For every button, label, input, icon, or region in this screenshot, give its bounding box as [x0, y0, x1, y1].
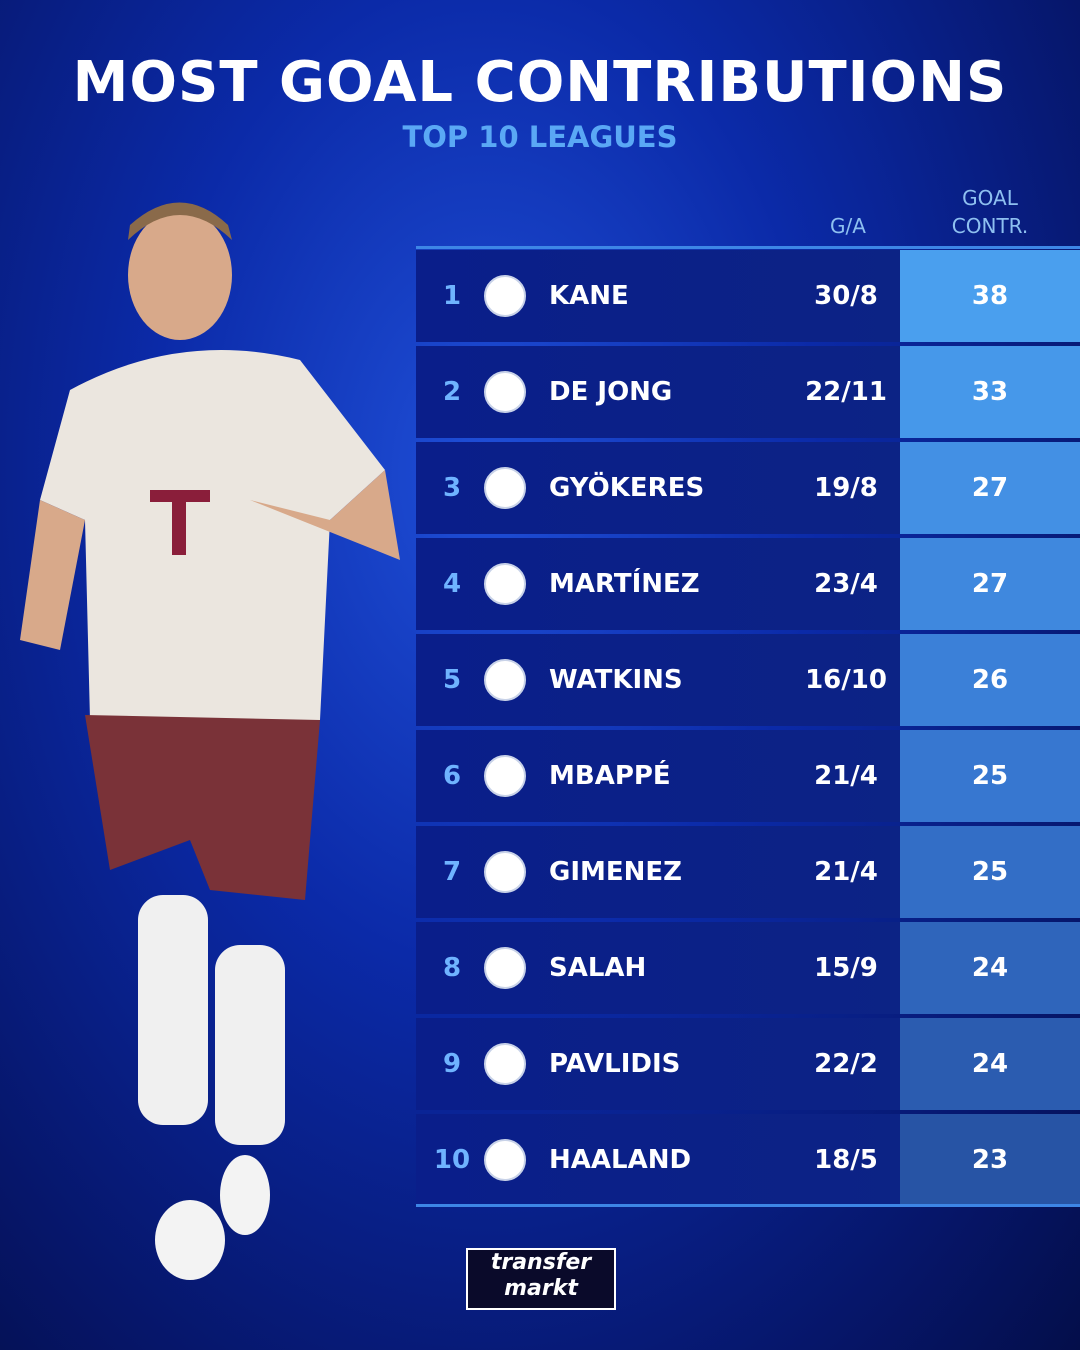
highlight-cell: [900, 922, 1080, 1014]
goals-assists: 16/10: [805, 665, 887, 695]
highlight-cell: [900, 250, 1080, 342]
goal-contributions: 25: [971, 761, 1009, 791]
club-badge: [484, 275, 526, 317]
goals-assists: 30/8: [814, 281, 878, 311]
rank: 1: [442, 281, 462, 311]
logo-text: markt: [504, 1276, 578, 1301]
player-name: GIMENEZ: [549, 857, 683, 887]
goals-assists: 23/4: [814, 569, 878, 599]
goal-contributions: 24: [971, 953, 1009, 983]
player-name: MARTÍNEZ: [549, 569, 700, 599]
rank: 4: [442, 569, 462, 599]
table-row: 10 HAALAND 18/5 23: [416, 1114, 1080, 1206]
logo-text: transfer: [490, 1250, 592, 1275]
player-name: WATKINS: [549, 665, 683, 695]
highlight-cell: [900, 634, 1080, 726]
goals-assists: 18/5: [814, 1145, 878, 1175]
subtitle: TOP 10 LEAGUES: [402, 120, 678, 154]
table-row: 3 GYÖKERES 19/8 27: [416, 442, 1080, 534]
goal-contributions: 25: [971, 857, 1009, 887]
table-row: 7 GIMENEZ 21/4 25: [416, 826, 1080, 918]
rank: 6: [442, 761, 462, 791]
goals-assists: 21/4: [814, 761, 878, 791]
highlight-cell: [900, 442, 1080, 534]
goals-assists: 22/2: [814, 1049, 878, 1079]
table-row: 5 WATKINS 16/10 26: [416, 634, 1080, 726]
goal-contributions: 24: [971, 1049, 1009, 1079]
rank: 10: [433, 1145, 471, 1175]
highlight-cell: [900, 538, 1080, 630]
rank: 8: [442, 953, 462, 983]
highlight-cell: [900, 1114, 1080, 1206]
table-row: 6 MBAPPÉ 21/4 25: [416, 730, 1080, 822]
player-name: GYÖKERES: [549, 473, 705, 503]
player-name: PAVLIDIS: [549, 1049, 681, 1079]
rank: 9: [442, 1049, 462, 1079]
table-row: 2 DE JONG 22/11 33: [416, 346, 1080, 438]
goal-contributions: 27: [971, 569, 1009, 599]
goals-assists: 19/8: [814, 473, 878, 503]
goal-contributions: 27: [971, 473, 1009, 503]
goals-assists: 15/9: [814, 953, 878, 983]
table-row: 9 PAVLIDIS 22/2 24: [416, 1018, 1080, 1110]
table-row: 4 MARTÍNEZ 23/4 27: [416, 538, 1080, 630]
goal-contributions: 33: [971, 377, 1009, 407]
player-name: HAALAND: [549, 1145, 692, 1175]
rank: 3: [442, 473, 462, 503]
highlight-cell: [900, 346, 1080, 438]
club-badge: [484, 371, 526, 413]
player-name: DE JONG: [549, 377, 673, 407]
table-row: 1 KANE 30/8 38: [416, 250, 1080, 342]
highlight-cell: [900, 1018, 1080, 1110]
player-image: [20, 202, 400, 1280]
club-badge: [484, 563, 526, 605]
player-name: MBAPPÉ: [549, 761, 671, 791]
title: MOST GOAL CONTRIBUTIONS: [72, 50, 1008, 115]
table-rule: [416, 246, 1080, 249]
club-badge: [484, 947, 526, 989]
club-badge: [484, 1043, 526, 1085]
player-name: KANE: [549, 281, 629, 311]
rank: 5: [442, 665, 462, 695]
goal-contributions: 38: [971, 281, 1009, 311]
table-row: 8 SALAH 15/9 24: [416, 922, 1080, 1014]
club-badge: [484, 1139, 526, 1181]
club-badge: [484, 467, 526, 509]
player-name: SALAH: [549, 953, 647, 983]
column-header: G/A: [830, 214, 866, 238]
column-header: GOAL CONTR.: [951, 186, 1029, 238]
table-rule: [416, 1204, 1080, 1207]
goals-assists: 22/11: [805, 377, 887, 407]
highlight-cell: [900, 826, 1080, 918]
rank: 7: [442, 857, 462, 887]
rank: 2: [442, 377, 462, 407]
goals-assists: 21/4: [814, 857, 878, 887]
club-badge: [484, 659, 526, 701]
highlight-cell: [900, 730, 1080, 822]
logo: transfer markt: [466, 1248, 616, 1310]
club-badge: [484, 755, 526, 797]
goal-contributions: 23: [971, 1145, 1009, 1175]
goal-contributions: 26: [971, 665, 1009, 695]
club-badge: [484, 851, 526, 893]
